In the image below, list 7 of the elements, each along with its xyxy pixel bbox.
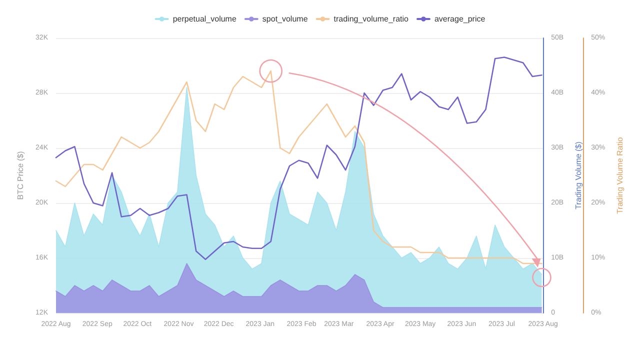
legend-label: spot_volume [262,14,308,24]
legend-label: average_price [434,14,486,24]
legend-label: perpetual_volume [172,14,237,24]
y2-axis-title: Trading Volume ($) [574,141,583,210]
y3-axis-title: Trading Volume Ratio [616,136,624,214]
y-axis-title: BTC Price ($) [16,150,26,200]
legend-label: trading_volume_ratio [334,14,410,24]
